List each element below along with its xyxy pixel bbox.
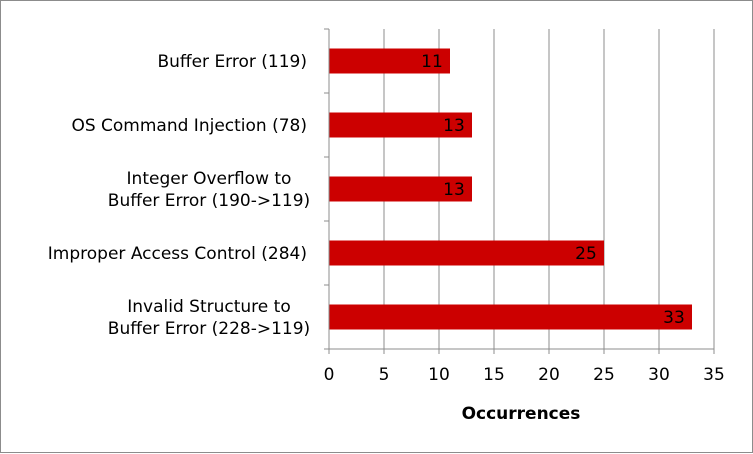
data-label: 13: [443, 180, 465, 200]
data-label: 11: [421, 52, 443, 72]
x-tick-label: 30: [648, 365, 670, 385]
data-label: 33: [663, 308, 685, 328]
category-label: Buffer Error (190->119): [108, 191, 310, 211]
bars: [329, 48, 692, 330]
category-label: Buffer Error (228->119): [108, 319, 310, 339]
bar: [329, 48, 450, 74]
category-label: OS Command Injection (78): [71, 116, 307, 136]
bar: [329, 240, 604, 266]
bar: [329, 176, 472, 202]
x-tick-label: 10: [428, 365, 450, 385]
x-axis-title: Occurrences: [462, 404, 581, 424]
labels: 0 5 10 15 20 25 30 35 11 Buffer Error (119) 13 OS C…: [48, 52, 725, 385]
x-tick-label: 15: [483, 365, 505, 385]
data-label: 25: [575, 244, 597, 264]
bar: [329, 112, 472, 138]
x-tick-label: 25: [593, 365, 615, 385]
category-label: Invalid Structure to: [127, 297, 290, 317]
x-tick-label: 20: [538, 365, 560, 385]
bar: [329, 304, 692, 330]
data-label: 13: [443, 116, 465, 136]
category-label: Buffer Error (119): [157, 52, 307, 72]
gridlines: [383, 29, 715, 349]
x-tick-label: 5: [379, 365, 390, 385]
x-tick-label: 35: [703, 365, 725, 385]
category-label: Integer Overflow to: [127, 169, 292, 189]
axes: [324, 28, 715, 354]
x-tick-label: 0: [324, 365, 335, 385]
category-label: Improper Access Control (284): [48, 244, 307, 264]
